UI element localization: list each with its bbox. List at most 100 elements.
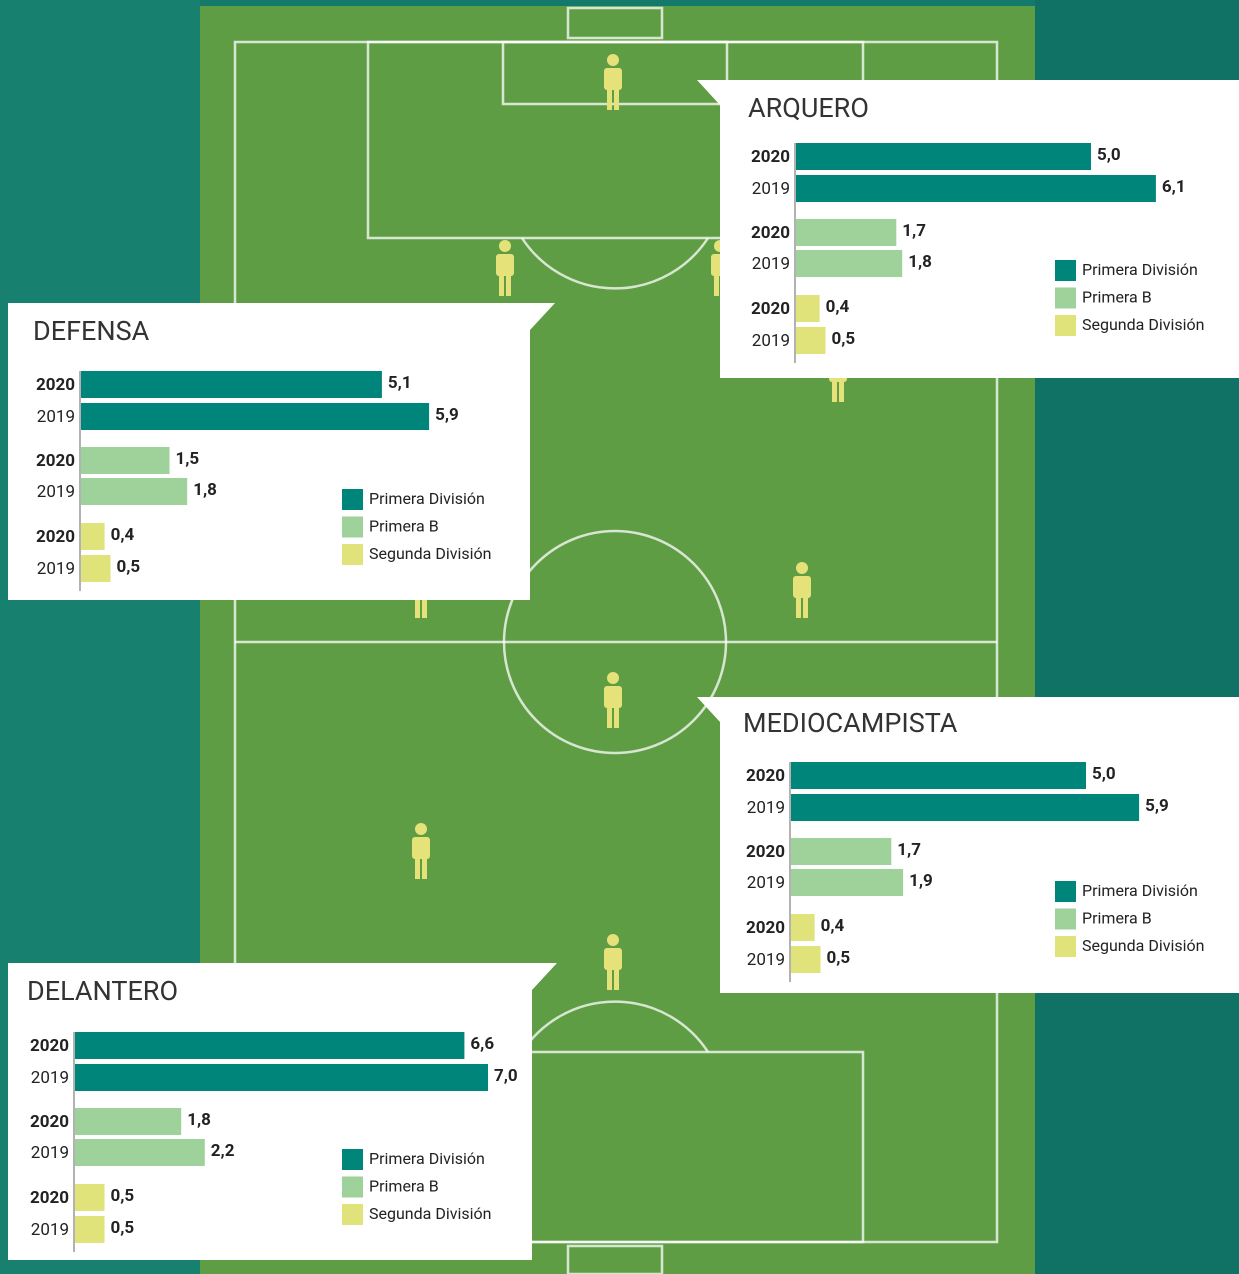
chart-title: DEFENSA [33,315,150,347]
value-label: 0,5 [827,948,851,968]
bar [796,219,897,246]
legend-label: Primera B [1082,909,1152,928]
legend-swatch [342,1204,363,1225]
bar [75,1064,488,1091]
legend-label: Primera B [1082,288,1152,307]
legend-label: Primera B [369,1177,439,1196]
year-label: 2020 [751,147,790,167]
bar [81,403,430,430]
bar [791,946,821,973]
year-label: 2019 [747,873,785,893]
value-label: 1,7 [897,840,921,860]
value-label: 0,4 [821,916,845,936]
year-label: 2019 [752,179,790,199]
value-label: 7,0 [494,1066,518,1086]
legend-label: Primera División [1082,260,1198,279]
year-label: 2020 [30,1036,69,1056]
bar [791,838,892,865]
value-label: 1,8 [193,480,217,500]
value-label: 5,0 [1092,764,1116,784]
bar [81,555,111,582]
bar [791,762,1086,789]
legend-swatch [1055,936,1076,957]
legend-swatch [1055,287,1076,309]
value-label: 1,8 [908,252,932,272]
year-label: 2020 [746,918,785,938]
bar [81,523,105,550]
bar [81,447,170,474]
year-label: 2019 [31,1143,69,1163]
year-label: 2019 [31,1220,69,1240]
value-label: 5,0 [1097,145,1121,165]
value-label: 1,8 [187,1110,211,1130]
year-label: 2019 [37,407,75,427]
value-label: 0,5 [832,329,856,349]
bar [796,250,903,277]
legend-swatch [1055,315,1076,336]
chart-title: ARQUERO [748,92,869,124]
value-label: 0,5 [111,1218,135,1238]
year-label: 2020 [30,1188,69,1208]
legend-label: Segunda División [1082,936,1204,955]
bar [75,1139,205,1166]
year-label: 2020 [30,1112,69,1132]
year-label: 2019 [752,331,790,351]
bar [75,1216,105,1243]
legend-label: Segunda División [369,1204,491,1223]
bar [75,1032,465,1059]
value-label: 1,5 [176,449,200,469]
bar [791,794,1140,821]
legend-swatch [1055,260,1076,281]
year-label: 2020 [36,527,75,547]
bar [75,1108,182,1135]
year-label: 2020 [36,451,75,471]
legend-label: Primera División [369,489,485,508]
bar [796,175,1156,202]
year-label: 2020 [36,375,75,395]
year-label: 2019 [31,1068,69,1088]
year-label: 2019 [747,798,785,818]
legend-swatch [342,1149,363,1170]
legend-swatch [342,516,363,538]
legend-label: Primera División [1082,881,1198,900]
value-label: 0,4 [826,297,850,317]
legend-label: Segunda División [369,544,491,563]
year-label: 2019 [37,482,75,502]
value-label: 6,6 [470,1034,494,1054]
legend-label: Primera B [369,517,439,536]
legend-swatch [342,544,363,565]
year-label: 2019 [752,254,790,274]
chart-title: MEDIOCAMPISTA [743,707,958,739]
bar [81,371,382,398]
value-label: 6,1 [1162,177,1186,197]
legend-swatch [342,489,363,510]
chart-panel: ARQUERO 2020 5,0 2019 6,1 Primera División 202… [697,80,1239,378]
value-label: 1,7 [902,221,926,241]
value-label: 0,5 [117,557,141,577]
value-label: 1,9 [909,871,933,891]
chart-panel: DELANTERO 2020 6,6 2019 7,0 Primera División 2… [8,963,557,1260]
bar [791,869,904,896]
value-label: 0,5 [111,1186,135,1206]
year-label: 2020 [746,766,785,786]
legend-swatch [342,1176,363,1198]
legend-swatch [1055,881,1076,902]
bar [81,478,188,505]
legend-label: Primera División [369,1149,485,1168]
year-label: 2020 [751,223,790,243]
value-label: 5,9 [1145,796,1169,816]
legend-label: Segunda División [1082,315,1204,334]
year-label: 2020 [751,299,790,319]
bar [796,143,1091,170]
bar [791,914,815,941]
year-label: 2019 [37,559,75,579]
chart-title: DELANTERO [27,975,178,1007]
value-label: 0,4 [111,525,135,545]
year-label: 2020 [746,842,785,862]
value-label: 2,2 [211,1141,235,1161]
value-label: 5,9 [435,405,459,425]
year-label: 2019 [747,950,785,970]
chart-panel: MEDIOCAMPISTA 2020 5,0 2019 5,9 Primera Divis… [697,697,1239,993]
